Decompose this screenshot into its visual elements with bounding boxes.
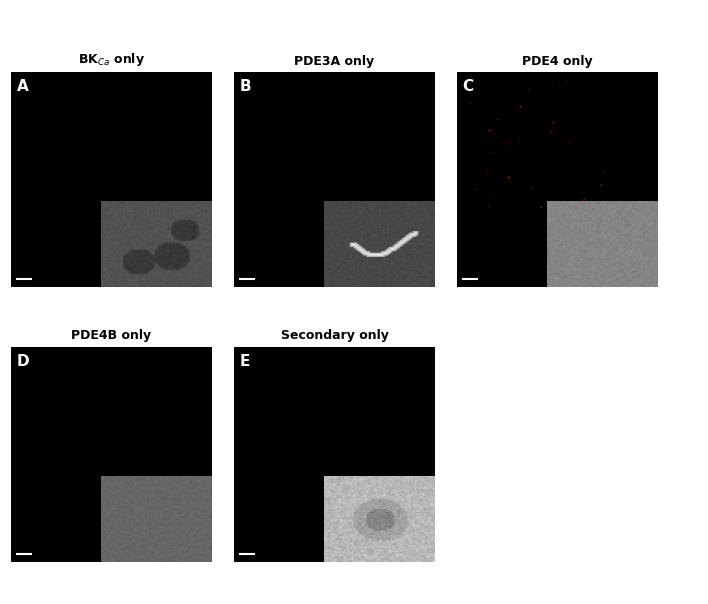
Point [483,125,494,135]
Point [514,101,525,111]
Text: B: B [240,79,251,94]
Point [469,184,481,194]
Text: Secondary only: Secondary only [280,329,389,342]
Point [487,190,498,200]
Text: E: E [240,354,250,368]
Point [547,118,559,127]
Point [464,98,475,108]
Point [578,194,590,204]
Point [595,180,607,190]
Text: D: D [17,354,29,368]
Point [483,201,494,210]
Point [598,166,610,176]
Point [546,127,557,137]
Point [564,138,576,147]
Text: PDE3A only: PDE3A only [295,54,375,68]
Point [561,77,573,86]
Text: BK$_{Ca}$ only: BK$_{Ca}$ only [78,51,145,68]
Point [583,198,595,208]
Point [481,165,492,175]
Text: C: C [463,79,474,94]
Point [546,79,557,89]
Text: PDE4B only: PDE4B only [72,329,152,342]
Text: PDE4 only: PDE4 only [523,54,593,68]
Point [487,147,498,157]
Text: A: A [17,79,28,94]
Point [522,84,533,94]
Point [502,172,513,182]
Point [535,202,547,212]
Point [504,140,515,150]
Point [513,133,524,143]
Point [491,115,503,124]
Point [503,137,514,146]
Point [525,182,537,191]
